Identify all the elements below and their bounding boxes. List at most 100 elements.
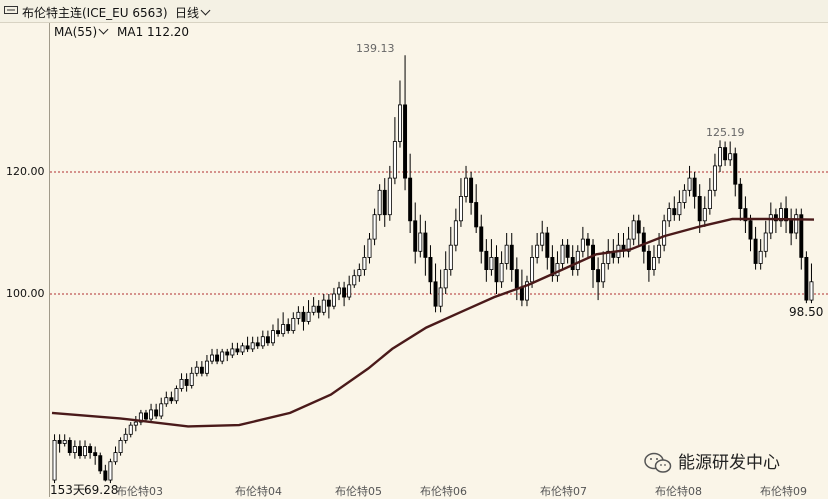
candle-body xyxy=(799,214,804,258)
candle-body xyxy=(83,446,87,457)
candle-body xyxy=(794,214,799,234)
candle-body xyxy=(357,269,362,277)
candle-body xyxy=(763,232,768,252)
candle-body xyxy=(560,244,565,264)
x-axis-label: 布伦特03 xyxy=(116,485,163,498)
candle-body xyxy=(123,433,128,441)
candle-body xyxy=(626,238,631,252)
candle-body xyxy=(88,446,93,453)
candle-body xyxy=(438,287,443,307)
price-axis-label: 120.00 xyxy=(6,165,45,178)
candle-body xyxy=(189,372,194,386)
candle-body xyxy=(194,366,199,374)
candle-body xyxy=(804,256,809,301)
candle-body xyxy=(286,324,291,331)
candle-body xyxy=(255,342,260,347)
candle-body xyxy=(184,378,189,386)
candle-body xyxy=(707,189,712,210)
candle-body xyxy=(748,220,753,240)
candle-body xyxy=(631,220,636,240)
candle-body xyxy=(98,455,103,472)
candle-body xyxy=(453,220,458,246)
candle-body xyxy=(230,348,235,356)
wechat-icon xyxy=(644,452,672,473)
ma-indicator-selector[interactable]: MA(55) xyxy=(54,24,111,39)
candle-body xyxy=(514,269,519,289)
chart-toolbar: 布伦特主连(ICE_EU 6563) 日线 xyxy=(0,0,828,23)
recent-high-annotation: 125.19 xyxy=(706,126,745,139)
period-label: 日线 xyxy=(175,6,200,20)
candle-body xyxy=(113,452,118,463)
candle-body xyxy=(636,220,641,234)
candle-body xyxy=(519,287,524,301)
candle-body xyxy=(575,250,580,271)
candle-body xyxy=(352,275,357,286)
candle-body xyxy=(677,202,682,216)
candle-body xyxy=(692,177,697,197)
candle-body xyxy=(372,214,377,240)
candle-body xyxy=(428,256,433,283)
last-low-annotation: 98.50 xyxy=(789,305,824,319)
candle-body xyxy=(809,281,814,301)
candle-body xyxy=(179,378,184,389)
candle-body xyxy=(281,324,286,335)
candle-body xyxy=(443,269,448,289)
candle-body xyxy=(215,354,220,362)
candle-body xyxy=(271,330,275,344)
candle-body xyxy=(712,165,717,191)
candle-body xyxy=(535,244,540,258)
period-selector[interactable]: 日线 xyxy=(175,4,211,21)
candle-body xyxy=(291,317,296,331)
candle-body xyxy=(276,330,281,335)
candle-body xyxy=(326,299,331,307)
candle-body xyxy=(504,244,509,264)
candle-body xyxy=(174,388,179,402)
price-axis-label: 100.00 xyxy=(6,287,45,300)
candle-body xyxy=(392,141,397,179)
period-low-annotation: 69.28 xyxy=(84,483,119,497)
watermark-text: 能源研发中心 xyxy=(678,453,780,473)
x-axis-label: 布伦特08 xyxy=(655,485,702,498)
candle-body xyxy=(738,183,743,209)
candle-body xyxy=(77,446,82,457)
candle-body xyxy=(144,412,148,420)
candle-body xyxy=(423,232,428,258)
candle-body xyxy=(204,360,209,374)
candle-body xyxy=(118,439,123,453)
candle-body xyxy=(768,214,773,234)
candle-body xyxy=(728,153,733,161)
candle-body xyxy=(398,104,402,142)
candle-body xyxy=(306,311,311,322)
x-axis-label: 布伦特05 xyxy=(335,485,382,498)
candle-body xyxy=(265,336,270,344)
candle-body xyxy=(387,177,392,216)
ma55-line xyxy=(51,217,815,428)
candle-body xyxy=(580,238,585,252)
candle-body xyxy=(67,439,72,453)
candle-body xyxy=(646,250,651,271)
candle-body xyxy=(413,220,418,252)
candle-body xyxy=(687,177,692,191)
candle-body xyxy=(723,147,728,161)
candle-body xyxy=(565,244,570,258)
candle-body xyxy=(154,409,159,417)
candle-body xyxy=(667,208,672,222)
x-axis-label: 布伦特06 xyxy=(420,485,467,498)
candle-body xyxy=(250,342,255,350)
candle-body xyxy=(408,177,413,222)
candle-body xyxy=(484,250,489,271)
candle-body xyxy=(641,232,646,252)
candle-body xyxy=(773,214,778,222)
candle-body xyxy=(606,250,611,264)
candle-body xyxy=(657,244,662,258)
candle-body xyxy=(789,220,794,234)
candle-body xyxy=(103,470,108,481)
candle-body xyxy=(57,439,62,444)
candle-body xyxy=(555,263,560,277)
candle-body xyxy=(672,208,677,216)
instrument-title: 布伦特主连(ICE_EU 6563) xyxy=(22,6,168,20)
candle-body xyxy=(296,311,301,319)
chart-panel-icon[interactable] xyxy=(4,6,18,14)
candle-body xyxy=(210,354,214,362)
candle-body xyxy=(525,281,529,301)
